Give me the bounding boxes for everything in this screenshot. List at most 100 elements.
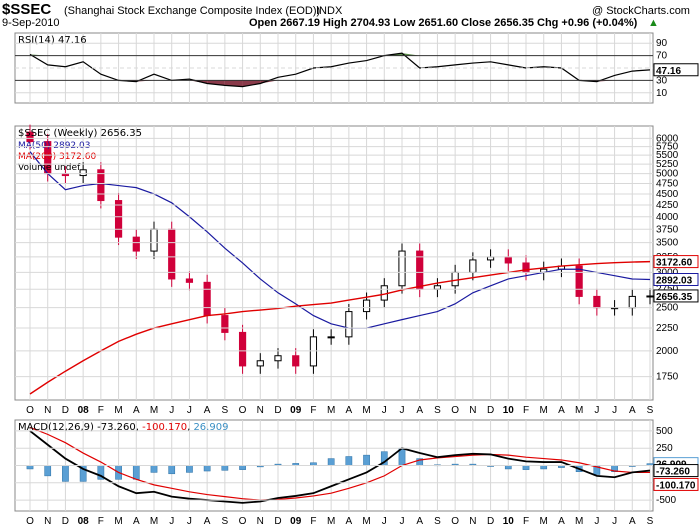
rsi-tick-label: 90 — [656, 38, 668, 49]
macd-histogram-bar — [62, 465, 69, 482]
rsi-value-tag-box — [653, 63, 699, 77]
candle — [345, 311, 353, 338]
x-tick-label: 09 — [290, 405, 302, 416]
close-value-tag: 2656.35 — [656, 292, 693, 303]
price-tick-label: 5000 — [656, 169, 679, 180]
candle — [309, 336, 318, 367]
candle — [433, 285, 442, 290]
price-tick-label: 4750 — [656, 179, 679, 190]
price-tick-label: 3500 — [656, 238, 679, 249]
macd-histogram-bar — [504, 465, 512, 470]
rsi-value-tag: 47.16 — [656, 66, 681, 77]
candle — [380, 285, 388, 301]
x-tick-label: A — [204, 516, 211, 527]
rsi-oversold-fill — [260, 80, 278, 84]
x-tick-label: A — [346, 516, 353, 527]
candle — [327, 336, 335, 339]
x-tick-label: N — [257, 405, 264, 416]
x-tick-label: F — [310, 516, 316, 527]
x-tick-label: J — [382, 405, 387, 416]
price-tick-label: 5750 — [656, 142, 679, 153]
macd-histogram-bar — [132, 465, 140, 480]
x-tick-label: M — [114, 405, 122, 416]
macd-tick-label: 250 — [656, 443, 673, 454]
x-tick-label: M — [327, 516, 335, 527]
x-tick-label: M — [327, 405, 335, 416]
signal-value-tag-box — [653, 477, 699, 491]
macd-histogram-bar — [203, 465, 211, 472]
x-tick-label: O — [239, 405, 247, 416]
x-tick-label: M — [114, 516, 122, 527]
price-tick-label: 6000 — [656, 133, 679, 144]
x-tick-label: N — [469, 516, 476, 527]
value-tags: 47.163172.602892.032656.3526.909-73.260-… — [653, 63, 699, 491]
x-tick-label: D — [62, 405, 69, 416]
rsi-tick-label: 30 — [656, 75, 668, 86]
x-tick-label: A — [558, 405, 565, 416]
rsi-label: RSI(14) 47.16 — [18, 35, 87, 46]
candle — [221, 315, 229, 333]
ma200-value-tag-box — [653, 255, 699, 269]
macd-value-tag-box — [653, 464, 699, 478]
x-tick-label: J — [612, 405, 617, 416]
x-tick-label: O — [26, 516, 34, 527]
price-tick-label: 2000 — [656, 346, 679, 357]
candle — [469, 259, 477, 273]
candle — [168, 228, 176, 280]
x-tick-label: D — [274, 516, 281, 527]
x-tick-label: 08 — [78, 405, 90, 416]
x-tick-label: O — [239, 516, 247, 527]
price-tick-label: 4000 — [656, 212, 679, 223]
price-panel — [14, 125, 654, 401]
price-tick-label: 1750 — [656, 372, 679, 383]
candle — [451, 271, 459, 287]
rsi-line — [29, 52, 651, 88]
x-tick-label: S — [434, 516, 441, 527]
x-tick-label: S — [222, 516, 229, 527]
x-tick-label: D — [487, 516, 494, 527]
x-tick-label: M — [575, 405, 583, 416]
macd-histogram-bar — [540, 465, 548, 470]
close-value-tag-box — [653, 289, 699, 303]
exchange: INDX — [316, 5, 343, 17]
x-tick-label: F — [310, 405, 316, 416]
x-tick-label: F — [98, 516, 104, 527]
macd-histogram-bar — [186, 465, 193, 473]
macd-histogram-bar — [522, 465, 530, 470]
rsi-tick-label: 10 — [656, 88, 668, 99]
x-tick-label: D — [487, 405, 494, 416]
macd-histogram-bar — [327, 458, 335, 466]
ma200-value-tag: 3172.60 — [656, 258, 693, 269]
rsi-tick-label: 70 — [656, 51, 668, 62]
macd-histogram-bar — [26, 465, 34, 470]
price-tick-label: 3000 — [656, 267, 679, 278]
x-tick-label: O — [451, 516, 459, 527]
x-tick-label: J — [169, 405, 174, 416]
candle — [398, 250, 406, 287]
candle — [185, 278, 194, 283]
x-tick-label: F — [523, 405, 529, 416]
x-tick-label: F — [98, 405, 104, 416]
candle — [79, 169, 87, 177]
x-tick-label: N — [44, 516, 51, 527]
x-tick-label: A — [558, 516, 565, 527]
rsi-oversold-fill — [207, 80, 225, 86]
macd-signal-line — [29, 426, 650, 501]
x-tick-label: A — [346, 405, 353, 416]
date: 9-Sep-2010 — [2, 17, 60, 29]
candle — [504, 256, 512, 264]
x-tick-label: S — [647, 405, 654, 416]
ma50-line — [29, 151, 651, 329]
x-axis-top: O N D 08 F M A M J J A S O N D 09 F M A M J J A S O N D 10 F M A M J J A S — [26, 405, 654, 416]
x-tick-label: J — [187, 516, 192, 527]
watermark[interactable]: @ StockCharts.com — [592, 5, 690, 17]
x-tick-label: A — [133, 405, 140, 416]
candle — [114, 200, 123, 238]
candle — [256, 360, 264, 367]
x-tick-label: N — [44, 405, 51, 416]
price-tick-label: 4500 — [656, 189, 679, 200]
x-tick-label: J — [612, 516, 617, 527]
x-tick-label: J — [187, 405, 192, 416]
x-tick-label: F — [523, 516, 529, 527]
